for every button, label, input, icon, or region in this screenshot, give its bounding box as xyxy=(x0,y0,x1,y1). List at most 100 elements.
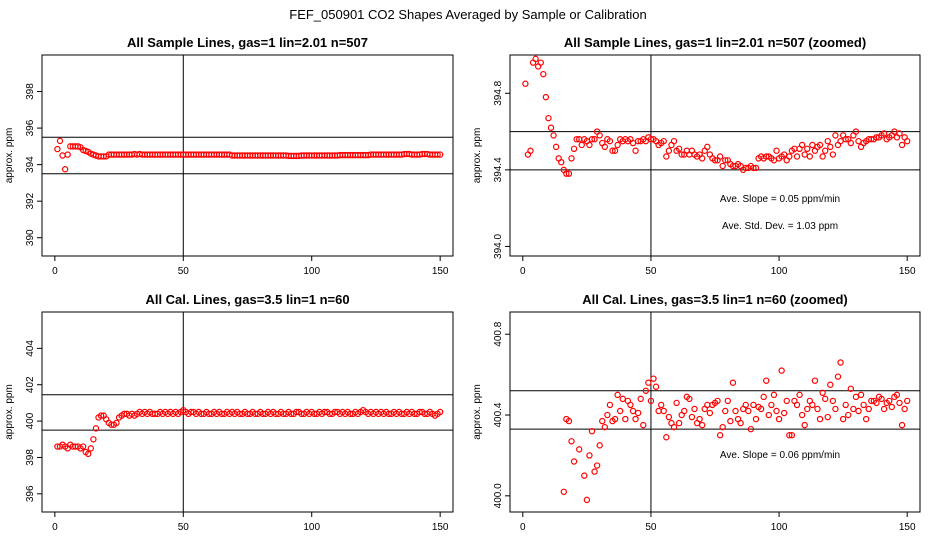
data-point xyxy=(675,419,683,427)
data-point xyxy=(575,446,583,453)
data-point xyxy=(719,162,726,170)
data-point xyxy=(809,141,816,149)
data-point xyxy=(583,496,591,504)
data-point xyxy=(586,141,593,149)
data-point xyxy=(819,153,826,160)
data-point xyxy=(842,136,849,143)
plot-frame xyxy=(509,54,921,257)
data-point xyxy=(560,488,568,495)
data-point xyxy=(747,425,755,433)
x-tick-label: 150 xyxy=(432,522,449,533)
data-point xyxy=(573,136,580,143)
data-point xyxy=(660,407,667,415)
data-point xyxy=(611,147,619,154)
data-point xyxy=(837,359,844,366)
x-tick-label: 150 xyxy=(432,266,449,277)
data-point xyxy=(622,415,629,423)
data-point xyxy=(801,151,808,158)
data-point xyxy=(54,145,61,153)
data-point xyxy=(783,397,790,405)
y-tick-label: 398 xyxy=(25,449,36,466)
data-point xyxy=(565,170,573,177)
data-point xyxy=(798,411,806,419)
data-point xyxy=(903,397,911,405)
chart-panel: All Cal. Lines, gas=3.5 lin=1 n=60 0 50 100… xyxy=(4,292,454,533)
data-point xyxy=(670,137,678,145)
y-tick-label: 400.8 xyxy=(493,321,504,346)
data-point xyxy=(632,415,639,423)
data-point xyxy=(852,393,860,401)
data-point xyxy=(796,391,803,399)
data-point xyxy=(706,409,714,417)
x-tick-label: 50 xyxy=(645,522,657,533)
chart-panel: All Cal. Lines, gas=3.5 lin=1 n=60 (zoom… xyxy=(472,292,921,533)
x-tick-label: 100 xyxy=(771,266,788,277)
data-point xyxy=(816,141,824,149)
chart-title: All Cal. Lines, gas=3.5 lin=1 n=60 xyxy=(145,292,349,307)
data-point xyxy=(839,415,847,423)
y-tick-label: 394.8 xyxy=(493,80,504,105)
data-point xyxy=(634,409,642,417)
y-axis-label: approx. ppm xyxy=(4,384,15,440)
data-point xyxy=(599,417,606,425)
data-point xyxy=(606,137,614,145)
y-axis-label: approx. ppm xyxy=(472,384,483,440)
panels: All Sample Lines, gas=1 lin=2.01 n=507 0 5… xyxy=(4,35,921,533)
data-point xyxy=(591,136,598,143)
data-point xyxy=(591,468,598,475)
y-tick-label: 392 xyxy=(25,192,36,209)
data-point xyxy=(609,147,616,154)
data-point xyxy=(547,124,555,131)
chart-title: All Cal. Lines, gas=3.5 lin=1 n=60 (zoom… xyxy=(582,292,848,307)
data-point xyxy=(714,397,721,405)
y-tick-label: 402 xyxy=(25,376,36,393)
y-axis-label: approx. ppm xyxy=(4,128,15,184)
chart-title: All Sample Lines, gas=1 lin=2.01 n=507 (… xyxy=(564,35,866,50)
data-point xyxy=(847,139,855,147)
data-point xyxy=(737,419,744,427)
data-point xyxy=(660,137,667,145)
data-point xyxy=(793,153,801,160)
x-tick-label: 50 xyxy=(645,266,657,277)
data-point xyxy=(855,137,862,145)
x-tick-label: 0 xyxy=(520,522,526,533)
y-tick-label: 396 xyxy=(25,485,36,502)
data-point xyxy=(829,151,837,158)
data-point xyxy=(647,397,655,405)
data-point xyxy=(757,405,765,413)
x-tick-label: 100 xyxy=(303,266,320,277)
y-tick-label: 404 xyxy=(25,340,36,357)
data-point xyxy=(578,141,585,149)
data-point xyxy=(629,407,637,415)
data-point xyxy=(801,421,808,429)
x-tick-label: 50 xyxy=(178,266,190,277)
data-point xyxy=(814,405,821,413)
data-point xyxy=(860,401,867,409)
data-point xyxy=(770,391,778,399)
data-point xyxy=(87,445,95,452)
data-point xyxy=(537,59,544,66)
data-point xyxy=(678,151,685,158)
data-point xyxy=(90,436,97,443)
data-point xyxy=(637,395,644,403)
data-point xyxy=(742,401,749,409)
data-point xyxy=(722,407,729,415)
data-point xyxy=(760,393,767,401)
data-point xyxy=(857,391,865,399)
data-point xyxy=(824,413,831,421)
y-axis-label: approx. ppm xyxy=(472,128,483,184)
data-point xyxy=(821,395,829,403)
data-point xyxy=(688,413,696,421)
data-point xyxy=(616,407,624,415)
data-point xyxy=(704,401,711,409)
data-point xyxy=(880,130,888,137)
data-point xyxy=(686,395,693,403)
data-point xyxy=(698,155,706,162)
data-point xyxy=(596,442,603,449)
y-tick-label: 400 xyxy=(25,412,36,429)
data-point xyxy=(570,145,578,152)
stat-annotation: Ave. Slope = 0.06 ppm/min xyxy=(720,450,840,461)
data-point xyxy=(886,397,893,405)
data-point xyxy=(552,143,560,151)
